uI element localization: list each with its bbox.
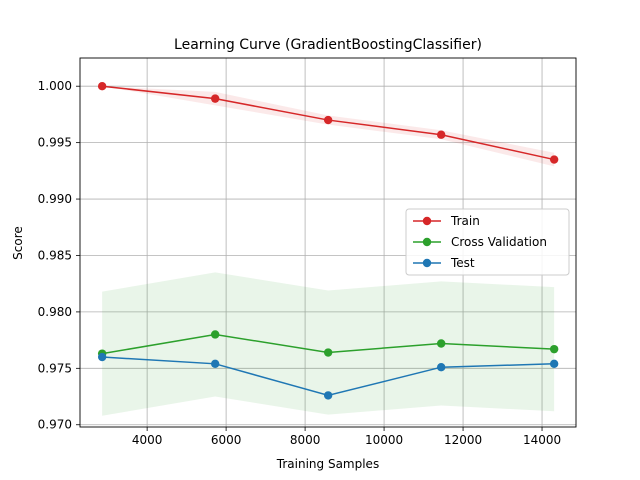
x-tick-label: 6000 bbox=[211, 433, 242, 447]
legend-label-test: Test bbox=[450, 256, 475, 270]
chart-title: Learning Curve (GradientBoostingClassifi… bbox=[174, 37, 482, 53]
confidence-bands bbox=[102, 86, 555, 416]
point-test bbox=[210, 359, 220, 369]
y-tick-label: 0.975 bbox=[38, 361, 72, 375]
grid-lines bbox=[80, 58, 576, 427]
y-tick-label: 0.990 bbox=[38, 192, 72, 206]
band-cross-validation bbox=[102, 272, 555, 416]
point-cross-validation bbox=[549, 344, 559, 354]
legend-box bbox=[405, 208, 570, 276]
x-tick-label: 10000 bbox=[365, 433, 403, 447]
legend-marker-cross-validation bbox=[422, 237, 432, 247]
point-test bbox=[323, 391, 333, 400]
x-tick-label: 4000 bbox=[132, 433, 163, 447]
point-train bbox=[210, 94, 220, 103]
point-test bbox=[436, 362, 446, 372]
legend-marker-test bbox=[422, 258, 432, 268]
y-tick-label: 0.980 bbox=[38, 305, 72, 319]
point-cross-validation bbox=[210, 330, 220, 339]
x-axis-ticks: 4000 6000 8000 10000 12000 14000 bbox=[132, 427, 561, 447]
point-test bbox=[549, 359, 559, 369]
point-train bbox=[97, 82, 107, 91]
x-axis-label: Training Samples bbox=[276, 457, 379, 471]
point-train bbox=[436, 130, 446, 139]
y-axis-label: Score bbox=[11, 226, 25, 260]
legend-label-train: Train bbox=[450, 214, 480, 228]
series-points bbox=[97, 82, 559, 400]
y-tick-label: 1.000 bbox=[38, 79, 72, 93]
axes-border bbox=[79, 57, 577, 428]
axes-frame bbox=[79, 57, 577, 428]
legend: Train Cross Validation Test bbox=[405, 208, 570, 276]
point-cross-validation bbox=[436, 339, 446, 348]
y-tick-label: 0.970 bbox=[38, 418, 72, 432]
legend-label-cross-validation: Cross Validation bbox=[451, 235, 547, 249]
point-test bbox=[97, 352, 107, 362]
point-cross-validation bbox=[323, 348, 333, 357]
y-axis-ticks: 0.970 0.975 0.980 0.985 0.990 0.995 1.000 bbox=[38, 79, 80, 432]
point-train bbox=[549, 155, 559, 164]
legend-marker-train bbox=[422, 216, 432, 226]
point-train bbox=[323, 115, 333, 125]
y-tick-label: 0.985 bbox=[38, 248, 72, 262]
x-tick-label: 8000 bbox=[290, 433, 321, 447]
x-tick-label: 12000 bbox=[444, 433, 482, 447]
y-tick-label: 0.995 bbox=[38, 136, 72, 150]
x-tick-label: 14000 bbox=[523, 433, 561, 447]
